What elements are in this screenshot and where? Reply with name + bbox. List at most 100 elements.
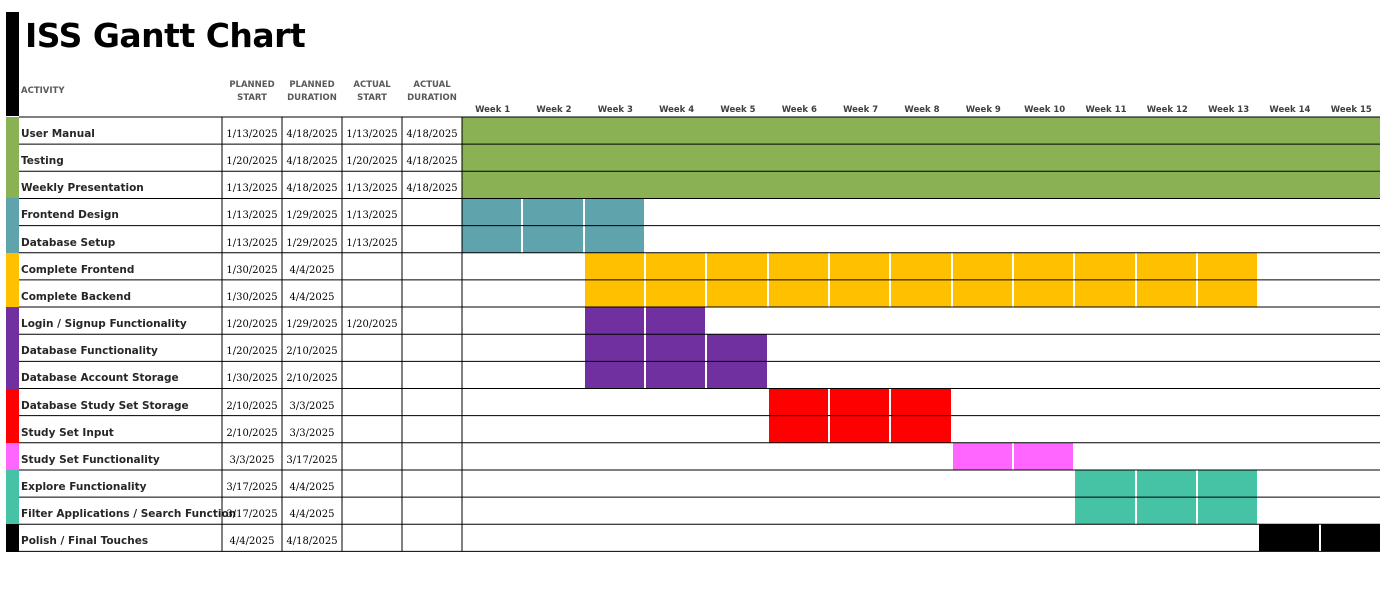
header-actual-duration-line1: ACTUAL (413, 80, 451, 90)
header-actual-duration-line2: DURATION (407, 93, 457, 103)
week-label: Week 15 (1330, 105, 1372, 115)
activity-label: Complete Backend (21, 290, 132, 303)
gantt-bar-segment (1013, 252, 1074, 280)
gantt-bar-segment (1075, 497, 1135, 525)
category-color-strip (6, 361, 19, 389)
header-planned-duration: PLANNED DURATION (282, 79, 342, 105)
gantt-bar-segment (891, 279, 951, 308)
activity-label: Database Functionality (21, 345, 158, 358)
gantt-bar-segment (1197, 252, 1258, 280)
cell-planned-duration: 4/4/2025 (289, 509, 335, 521)
cell-planned-start: 1/30/2025 (226, 373, 278, 385)
week-label: Week 14 (1269, 105, 1311, 115)
week-label: Week 5 (720, 105, 756, 115)
gantt-bar (462, 171, 1380, 199)
cell-planned-start: 1/20/2025 (226, 346, 278, 358)
cell-planned-start: 2/10/2025 (226, 427, 278, 439)
cell-planned-duration: 4/18/2025 (286, 183, 338, 195)
cell-actual-duration: 4/18/2025 (406, 129, 458, 140)
activity-label: Frontend Design (21, 209, 119, 222)
activity-label: Study Set Functionality (21, 453, 160, 466)
gantt-bar-segment (645, 334, 706, 362)
gantt-bar-segment (1136, 279, 1196, 308)
activity-label: Database Account Storage (21, 372, 179, 385)
gantt-bar-segment (829, 252, 890, 280)
cell-planned-start: 3/3/2025 (229, 454, 275, 466)
gantt-bar-segment (952, 442, 1012, 470)
cell-planned-start: 1/13/2025 (226, 183, 278, 195)
gantt-bar-segment (645, 307, 706, 335)
category-color-strip (6, 279, 19, 308)
cell-planned-start: 1/30/2025 (226, 291, 278, 303)
activity-label: Filter Applications / Search Function (21, 508, 237, 521)
gantt-bar-segment (584, 279, 644, 308)
category-color-strip (6, 198, 19, 227)
gantt-bar-segment (707, 252, 767, 280)
cell-planned-start: 1/13/2025 (226, 210, 278, 222)
cell-planned-start: 1/13/2025 (226, 237, 278, 249)
category-color-strip (6, 442, 19, 471)
activity-label: Complete Frontend (21, 263, 135, 276)
gantt-bar-segment (1259, 524, 1319, 552)
cell-planned-duration: 4/4/2025 (289, 291, 335, 303)
gantt-bar-segment (707, 361, 767, 389)
activity-label: Login / Signup Functionality (21, 318, 187, 331)
category-color-strip (6, 388, 19, 417)
gantt-bar-segment (584, 334, 644, 362)
gantt-bar-segment (768, 388, 828, 416)
gantt-bar-segment (1136, 497, 1196, 525)
cell-actual-start: 1/13/2025 (346, 210, 398, 222)
gantt-bar-segment (829, 415, 890, 443)
header-planned-start: PLANNED START (222, 79, 282, 105)
gantt-bar-segment (645, 252, 706, 280)
cell-planned-start: 2/10/2025 (226, 400, 278, 412)
category-color-strip (6, 225, 19, 254)
cell-planned-start: 3/17/2025 (226, 481, 278, 493)
cell-planned-duration: 4/18/2025 (286, 129, 338, 140)
cell-planned-duration: 4/4/2025 (289, 481, 335, 493)
gantt-bar-segment (1013, 442, 1074, 470)
cell-actual-start: 1/20/2025 (346, 319, 398, 331)
gantt-bar-segment (1075, 279, 1135, 308)
cell-planned-duration: 1/29/2025 (286, 319, 338, 331)
header-activity: ACTIVITY (21, 86, 65, 96)
activity-label: Study Set Input (21, 426, 114, 439)
cell-planned-start: 1/13/2025 (226, 129, 278, 140)
gantt-bar-segment (768, 415, 828, 443)
gantt-bar-segment (584, 361, 644, 389)
gantt-bar-segment (1075, 252, 1135, 280)
category-color-strip (6, 144, 19, 172)
category-color-strip (6, 307, 19, 335)
title-accent-bar (6, 12, 19, 116)
category-color-strip (6, 415, 19, 444)
gantt-bar-segment (891, 388, 951, 416)
week-label: Week 12 (1146, 105, 1188, 115)
header-planned-start-line1: PLANNED (229, 80, 275, 90)
gantt-bar-segment (523, 225, 583, 253)
header-planned-start-line2: START (237, 93, 267, 103)
cell-planned-start: 1/20/2025 (226, 156, 278, 168)
category-color-strip (6, 497, 19, 525)
gantt-bar-segment (462, 198, 522, 226)
activity-label: Explore Functionality (21, 480, 147, 493)
activity-label: Polish / Final Touches (21, 535, 149, 548)
cell-planned-duration: 4/4/2025 (289, 264, 335, 276)
cell-actual-duration: 4/18/2025 (406, 156, 458, 168)
cell-planned-duration: 3/17/2025 (286, 454, 338, 466)
header-actual-start-line2: START (357, 93, 387, 103)
cell-planned-duration: 1/29/2025 (286, 210, 338, 222)
gantt-bar-segment (1197, 279, 1258, 308)
cell-planned-duration: 2/10/2025 (286, 346, 338, 358)
week-label: Week 11 (1085, 105, 1127, 115)
cell-planned-start: 1/20/2025 (226, 319, 278, 331)
activity-label: Weekly Presentation (21, 182, 144, 195)
gantt-bar-segment (768, 279, 828, 308)
gantt-bar-segment (829, 388, 890, 416)
gantt-bar-segment (1013, 279, 1074, 308)
activity-label: User Manual (21, 128, 95, 140)
cell-planned-duration: 1/29/2025 (286, 237, 338, 249)
gantt-bar-segment (584, 225, 644, 253)
cell-actual-duration: 4/18/2025 (406, 183, 458, 195)
category-color-strip (6, 171, 19, 199)
header-actual-start-line1: ACTUAL (353, 80, 391, 90)
